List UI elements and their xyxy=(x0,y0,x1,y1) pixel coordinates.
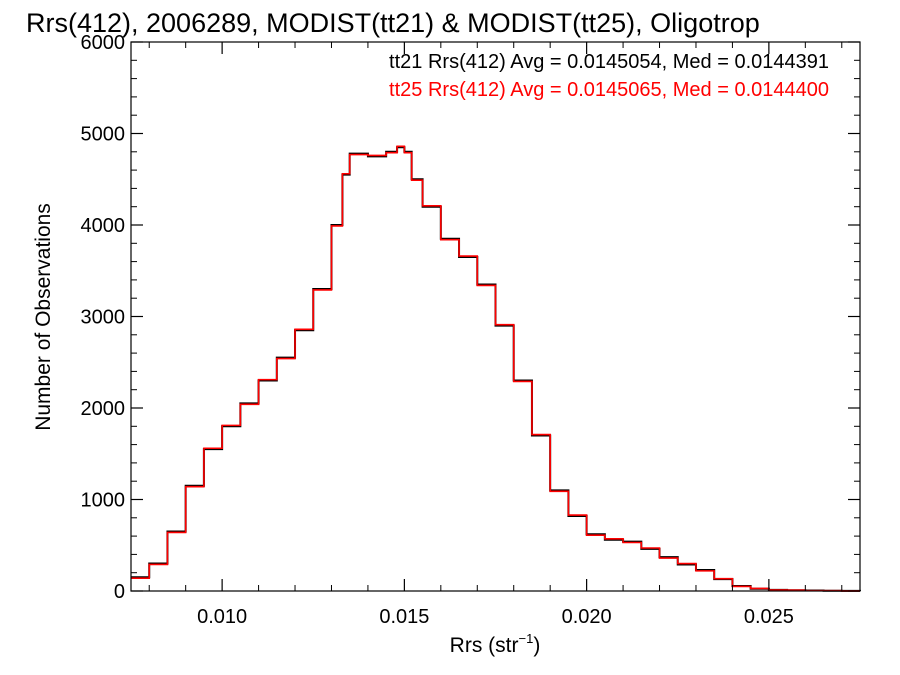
x-tick-label: 0.015 xyxy=(379,606,429,628)
legend-entry-tt25: tt25 Rrs(412) Avg = 0.0145065, Med = 0.0… xyxy=(389,79,829,101)
legend: tt21 Rrs(412) Avg = 0.0145054, Med = 0.0… xyxy=(389,51,829,101)
x-axis-label-superscript: −1 xyxy=(519,631,534,646)
series-line-0 xyxy=(131,146,861,592)
x-axis-label-close: ) xyxy=(533,634,540,657)
legend-entry-tt21: tt21 Rrs(412) Avg = 0.0145054, Med = 0.0… xyxy=(389,51,829,73)
y-tick-label: 2000 xyxy=(81,398,126,420)
y-tick-label: 1000 xyxy=(81,490,126,512)
x-tick-label: 0.025 xyxy=(744,606,794,628)
y-tick-label: 4000 xyxy=(81,215,126,237)
series-layer xyxy=(131,145,861,592)
y-axis-label: Number of Observations xyxy=(32,203,55,431)
y-tick-label: 0 xyxy=(114,581,125,603)
y-tick-label: 6000 xyxy=(81,32,126,54)
y-tick-label: 3000 xyxy=(81,307,126,329)
x-tick-label: 0.010 xyxy=(197,606,247,628)
series-line-1 xyxy=(131,145,860,592)
x-axis-label: Rrs (str−1) xyxy=(450,631,541,657)
y-tick-label: 5000 xyxy=(81,124,126,146)
x-axis-label-main: Rrs (str xyxy=(450,634,519,657)
chart-title: Rrs(412), 2006289, MODIST(tt21) & MODIST… xyxy=(26,8,760,38)
x-tick-label: 0.020 xyxy=(562,606,612,628)
axes-layer: 0.010 0.015 0.020 0.025 0 1000 2000 3000 4000 500… xyxy=(81,32,861,628)
